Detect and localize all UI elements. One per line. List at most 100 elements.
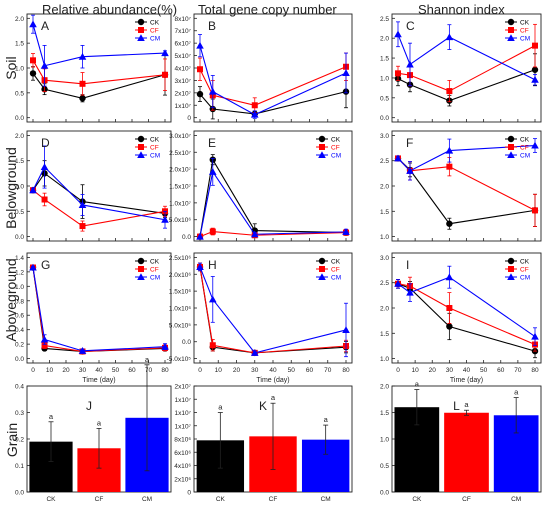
x-tick-label: 0 [396,367,400,374]
marker-cm [78,52,87,60]
legend-label-ck: CK [150,19,160,26]
marker-cf [251,102,258,109]
x-tick-label: 80 [531,367,539,374]
marker-cf [446,163,453,170]
legend-label-ck: CK [150,258,160,265]
x-category-label: CK [412,496,422,503]
x-tick-label: 0 [31,367,35,374]
marker-cm [161,342,169,350]
marker-cf [532,42,538,49]
marker-cm [161,215,169,223]
x-tick-label: 10 [46,367,54,374]
y-tick-label: 1.2 [15,269,24,276]
y-tick-label: 2.5x10⁷ [169,150,192,157]
y-tick-label: 1.0 [380,437,389,444]
series-line-ck [397,158,536,225]
marker-cm [445,273,454,281]
marker-cf [319,266,325,272]
legend-label-ck: CK [520,258,530,265]
y-tick-label: 1x10⁷ [175,410,192,417]
panel-letter-h: H [208,258,217,272]
y-tick-label: 1.0 [380,75,389,82]
marker-cm [250,230,259,238]
marker-cm [137,34,145,41]
marker-cf [508,144,514,150]
x-tick-label: 50 [480,367,488,374]
y-tick-label: 6x10⁶ [174,450,191,457]
bar-cf [444,412,489,492]
marker-cm [40,335,49,343]
y-tick-label: 3.0x10⁷ [169,133,192,140]
series-line-ck [32,73,166,99]
x-tick-label: 20 [62,367,70,374]
y-tick-label: 1.5 [380,209,389,216]
marker-cm [507,273,515,280]
marker-cm [394,154,402,162]
y-tick-label: 0.5 [15,90,24,97]
x-category-label: CM [321,496,331,503]
x-tick-label: 10 [215,367,223,374]
marker-cf [41,342,48,349]
marker-cf [79,223,86,230]
y-tick-label: 0.0 [182,339,191,346]
marker-ck [507,257,515,265]
y-tick-label: 1.0 [15,284,24,291]
y-tick-label: 1x10⁷ [175,397,192,404]
marker-cf [138,27,144,33]
marker-ck [196,90,204,98]
x-axis-label: Time (day) [450,377,483,384]
x-category-label: CK [46,496,56,503]
series-line-ck [32,267,166,353]
y-tick-label: 1.5 [15,158,24,165]
marker-cm [250,349,259,356]
y-tick-label: 0.0 [15,490,24,497]
y-tick-label: 1.5 [380,56,389,63]
marker-ck [446,323,453,330]
y-tick-label: 2x10⁶ [174,476,191,483]
significance-letter: a [464,400,469,409]
x-tick-label: 20 [233,367,241,374]
y-tick-label: 0 [187,115,191,122]
legend-label-ck: CK [150,136,160,143]
y-tick-label: 0.5 [380,463,389,470]
x-tick-label: 80 [161,367,169,374]
y-tick-label: 0.6 [15,313,24,320]
marker-ck [531,66,539,73]
y-tick-label: 1.0 [15,184,24,191]
y-tick-label: 0.0 [380,490,389,497]
marker-cm [29,186,37,194]
y-tick-label: 0.0 [15,356,24,363]
y-tick-label: 4x10⁶ [174,463,191,470]
series-line-cf [199,230,347,238]
marker-cm [531,332,539,340]
marker-cf [532,207,538,214]
series-line-ck [199,158,347,237]
y-tick-label: 1.0x10⁶ [169,306,192,313]
panel-letter-d: D [41,136,50,150]
x-tick-label: 60 [497,367,505,374]
y-tick-label: 0.4 [15,327,24,334]
marker-cf [162,71,168,78]
legend-label-ck: CK [520,136,530,143]
legend-label-cf: CF [150,144,159,151]
marker-cm [406,60,414,68]
marker-cm [531,75,539,83]
series-line-cm [199,45,347,116]
legend-label-cf: CF [520,266,529,273]
x-tick-label: 40 [95,367,103,374]
marker-cf [508,266,514,272]
x-tick-label: 30 [79,367,87,374]
marker-ck [446,220,453,227]
significance-letter: a [271,393,276,402]
series-line-cf [32,60,166,85]
marker-cm [318,273,326,280]
marker-cm [250,110,259,118]
marker-ck [137,18,145,26]
y-tick-label: 6x10⁷ [175,41,192,48]
x-axis-label: Time (day) [256,377,289,384]
y-tick-label: 2.5x10⁶ [169,255,192,262]
marker-cm [196,263,204,270]
y-tick-label: 3x10⁷ [175,78,192,85]
y-tick-label: 1x10⁷ [175,103,192,110]
panel-frame-f [391,130,542,242]
